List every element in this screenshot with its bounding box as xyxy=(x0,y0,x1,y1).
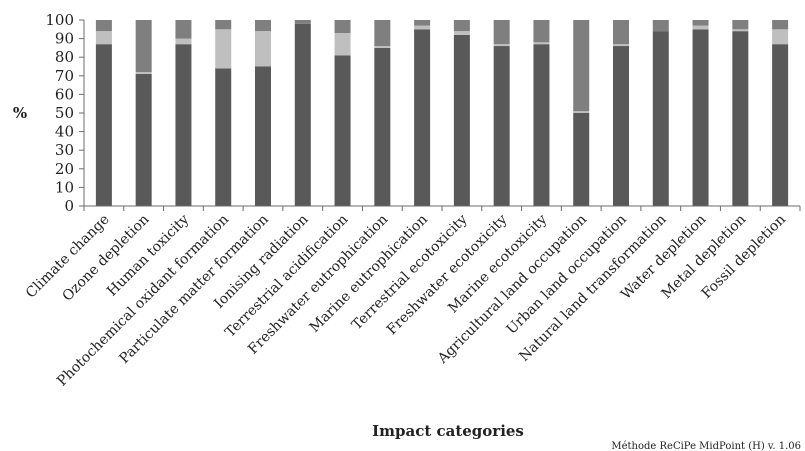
bar-segment-2 xyxy=(334,33,351,56)
bar-segment-1 xyxy=(95,44,112,207)
bar-segment-3 xyxy=(374,20,391,47)
bar-segment-3 xyxy=(175,20,192,39)
bar-segment-2 xyxy=(95,31,112,45)
bar-segment-3 xyxy=(533,20,550,43)
bar-segment-2 xyxy=(255,31,271,67)
bar-segment-1 xyxy=(652,31,669,206)
bar-segment-1 xyxy=(732,31,749,206)
bar-segment-1 xyxy=(215,68,232,206)
y-tick-label: 90 xyxy=(55,30,74,48)
y-tick-label: 10 xyxy=(55,178,74,196)
y-tick-label: 0 xyxy=(64,197,74,215)
bar-segment-2 xyxy=(175,38,192,45)
bar-segment-2 xyxy=(772,29,789,45)
bar-segment-1 xyxy=(493,46,510,206)
bar-segment-1 xyxy=(135,73,152,206)
bar-segment-1 xyxy=(453,34,470,206)
bar-segment-3 xyxy=(573,20,590,112)
bar-segment-1 xyxy=(334,55,351,207)
y-tick-label: 30 xyxy=(55,141,74,159)
bar-segment-3 xyxy=(772,20,789,30)
bar-segment-2 xyxy=(533,42,550,45)
bar-segment-1 xyxy=(692,29,709,206)
bar-segment-3 xyxy=(613,20,629,45)
y-tick-label: 20 xyxy=(55,160,74,178)
bar-segment-2 xyxy=(573,111,590,113)
bar-segment-3 xyxy=(652,20,669,32)
x-axis-label: Impact categories xyxy=(372,422,524,440)
bar-segment-2 xyxy=(215,29,232,69)
bar-segment-3 xyxy=(294,20,311,24)
bar-segment-3 xyxy=(95,20,112,32)
method-note: Méthode ReCiPe MidPoint (H) v. 1.06 xyxy=(611,441,801,451)
y-tick-label: 50 xyxy=(55,104,74,122)
y-tick-label: 70 xyxy=(55,67,74,85)
bar-segment-2 xyxy=(732,29,749,32)
bar-segment-1 xyxy=(573,113,590,206)
y-tick-label: 40 xyxy=(55,123,74,141)
bar-segment-1 xyxy=(175,44,192,207)
bar-segment-2 xyxy=(414,25,431,30)
bar-segment-3 xyxy=(135,20,152,73)
bar-segment-2 xyxy=(493,44,510,47)
bar-segment-2 xyxy=(135,72,152,74)
bar-segment-3 xyxy=(692,20,709,26)
bar-segment-2 xyxy=(692,25,709,30)
bar-segment-1 xyxy=(414,29,431,206)
y-tick-label: 100 xyxy=(45,11,74,29)
y-axis-label: % xyxy=(13,104,27,122)
bar-segment-1 xyxy=(294,23,311,206)
bar-segment-3 xyxy=(732,20,749,30)
bar-segment-2 xyxy=(374,46,391,48)
bar-segment-2 xyxy=(613,44,629,47)
bar-segment-1 xyxy=(613,46,629,206)
bar-segment-3 xyxy=(493,20,510,45)
bar-segment-3 xyxy=(334,20,351,34)
bars xyxy=(95,20,789,207)
bar-segment-1 xyxy=(533,44,550,207)
bar-segment-3 xyxy=(255,20,271,32)
y-tick-label: 80 xyxy=(55,48,74,66)
x-tick-label: Natural land transformation xyxy=(516,212,669,365)
y-tick-label: 60 xyxy=(55,85,74,103)
bar-segment-3 xyxy=(453,20,470,32)
bar-segment-1 xyxy=(374,47,391,207)
bar-segment-3 xyxy=(414,20,431,26)
bar-segment-2 xyxy=(453,31,470,35)
bar-segment-1 xyxy=(772,44,789,207)
bar-segment-3 xyxy=(215,20,232,30)
bar-segment-1 xyxy=(255,66,271,206)
